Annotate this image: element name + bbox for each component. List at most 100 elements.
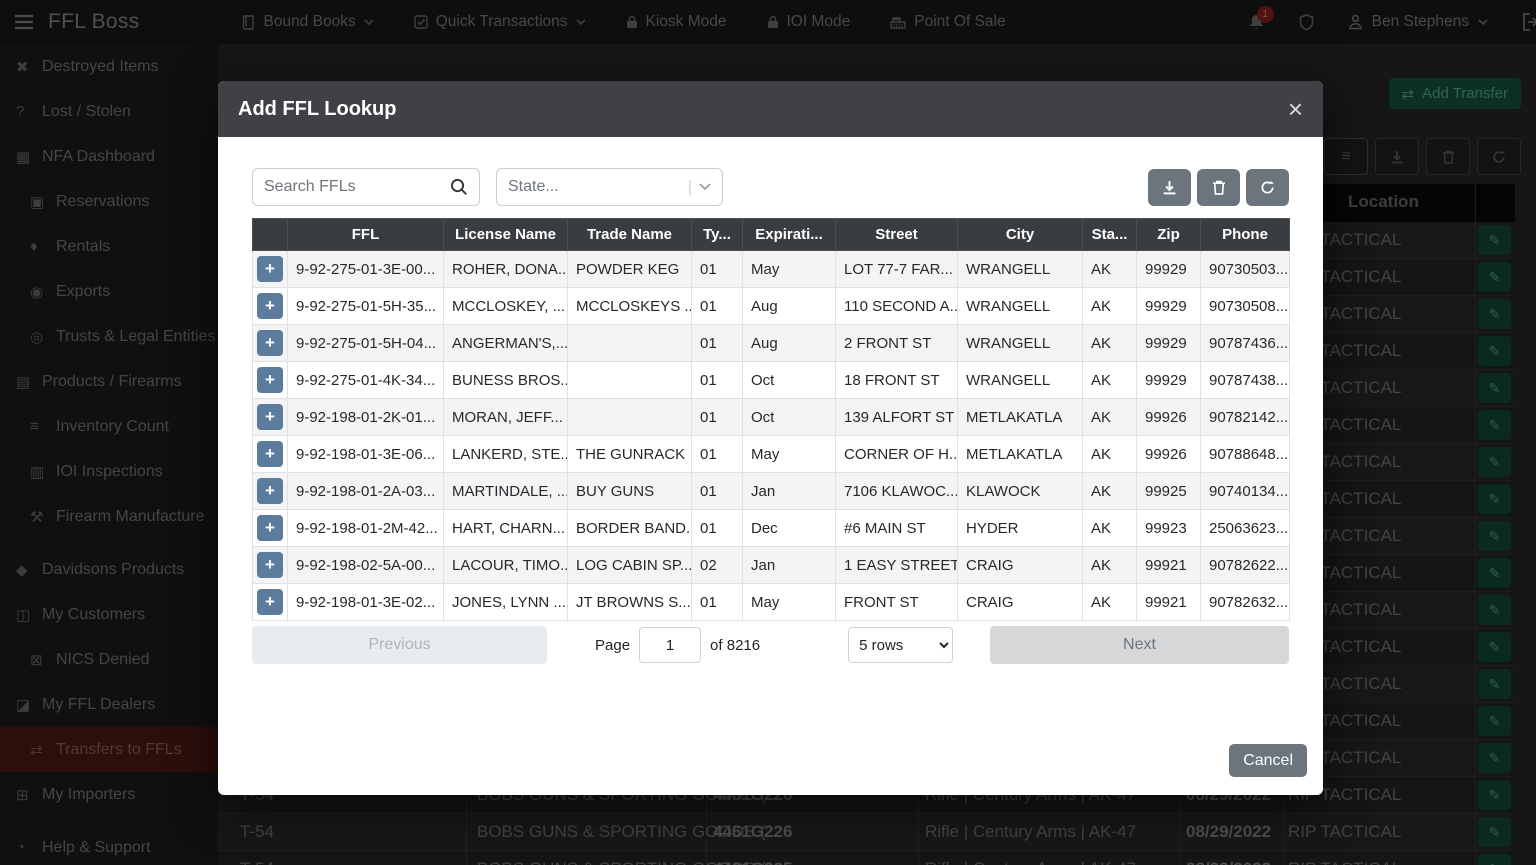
zip-cell: 99929 xyxy=(1136,250,1201,288)
serial-cell: 4461G226 xyxy=(713,822,793,841)
chevron-down-icon xyxy=(364,18,374,26)
sidebar-item-nics-denied: ⊠ NICS Denied xyxy=(0,637,218,682)
zip-cell: 99929 xyxy=(1136,324,1201,362)
edit-pencil-button: ✎ xyxy=(1478,706,1511,736)
page-number-input[interactable] xyxy=(639,627,702,663)
column-header: City xyxy=(957,218,1083,251)
close-icon[interactable]: × xyxy=(1287,94,1303,124)
cancel-button[interactable]: Cancel xyxy=(1229,744,1307,777)
search-input[interactable] xyxy=(264,178,450,196)
street-cell: 110 SECOND A... xyxy=(835,287,958,325)
background-table-row: ✎ T-54 BOBS GUNS & SPORTING GOODS (...4461… xyxy=(218,851,1515,865)
license-cell: LACOUR, TIMO... xyxy=(443,546,568,584)
date-cell: 08/29/2022 xyxy=(1186,822,1272,841)
sidebar-item-label: Transfers to FFLs xyxy=(56,740,182,758)
expiration-cell: Oct xyxy=(742,398,836,436)
license-cell: MCCLOSKEY, ... xyxy=(443,287,568,325)
x-icon: ✖ xyxy=(16,58,29,76)
sidebar-item-label: My Customers xyxy=(42,605,146,623)
add-ffl-button[interactable]: + xyxy=(257,293,283,319)
sidebar-item-firearm-manufacture: ⚒ Firearm Manufacture xyxy=(0,494,218,539)
type-cell: 01 xyxy=(691,250,743,288)
edit-pencil-button: ✎ xyxy=(1478,373,1511,403)
add-ffl-button[interactable]: + xyxy=(257,404,283,430)
sidebar-item-inventory-count: ≡ Inventory Count xyxy=(0,404,218,449)
city-cell: HYDER xyxy=(957,509,1083,547)
trade-cell: BUY GUNS xyxy=(567,472,692,510)
add-ffl-button[interactable]: + xyxy=(257,256,283,282)
delete-button[interactable] xyxy=(1197,168,1240,206)
phone-cell: 90730508... xyxy=(1200,287,1290,325)
add-transfer-button: ⇄ Add Transfer xyxy=(1388,78,1521,109)
rows-per-page-select[interactable]: 5 rows xyxy=(848,627,954,663)
phone-cell: 90730503... xyxy=(1200,250,1290,288)
expiration-cell: Aug xyxy=(742,287,836,325)
sidebar-item-my-customers: ◫ My Customers xyxy=(0,592,218,637)
sign-out-icon xyxy=(1522,13,1536,31)
expiration-cell: Aug xyxy=(742,324,836,362)
sidebar-item-my-importers: ⊞ My Importers xyxy=(0,772,218,817)
edit-pencil-button: ✎ xyxy=(1478,632,1511,662)
sidebar-item-ioi-inspections: ▥ IOI Inspections xyxy=(0,449,218,494)
type-cell: 01 xyxy=(691,435,743,473)
add-ffl-button[interactable]: + xyxy=(257,441,283,467)
state-placeholder: State... xyxy=(508,178,559,195)
trade-cell xyxy=(567,398,692,436)
trade-cell xyxy=(567,361,692,399)
transfer-cell: T-54 xyxy=(240,822,275,841)
ffl-cell: 9-92-198-01-3E-02... xyxy=(287,583,444,621)
expiration-cell: Dec xyxy=(742,509,836,547)
item-cell: Rifle | Century Arms | AK-47 xyxy=(925,822,1137,841)
next-page-button[interactable]: Next xyxy=(990,626,1289,664)
ffl-table-body: +9-92-275-01-3E-00... ROHER, DONA... POWDE… xyxy=(252,250,1290,621)
table-row: +9-92-198-01-2M-42... HART, CHARN... BORDE… xyxy=(252,509,1290,547)
sidebar-item-label: Davidsons Products xyxy=(42,560,185,578)
sidebar-item-products-firearms: ▤ Products / Firearms xyxy=(0,359,218,404)
person-icon xyxy=(1348,14,1363,30)
phone-cell: 90787436... xyxy=(1200,324,1290,362)
page-total-label: of 8216 xyxy=(710,636,761,654)
state-select[interactable]: State... | xyxy=(496,168,723,206)
refresh-button[interactable] xyxy=(1246,168,1289,206)
state-cell: AK xyxy=(1082,287,1137,325)
add-ffl-button[interactable]: + xyxy=(257,552,283,578)
license-cell: MARTINDALE, ... xyxy=(443,472,568,510)
expiration-cell: May xyxy=(742,250,836,288)
sidebar-item-lost-stolen: ? Lost / Stolen xyxy=(0,89,218,134)
modal-controls: State... | xyxy=(252,168,1289,206)
modal-body: State... | xyxy=(218,137,1323,664)
book-icon xyxy=(241,14,255,30)
type-cell: 01 xyxy=(691,287,743,325)
add-ffl-button[interactable]: + xyxy=(257,515,283,541)
license-cell: HART, CHARN... xyxy=(443,509,568,547)
type-cell: 02 xyxy=(691,546,743,584)
city-cell: CRAIG xyxy=(957,546,1083,584)
edit-pencil-button: ✎ xyxy=(1478,521,1511,551)
sidebar-item-help-support: ◔ Help & Support xyxy=(0,825,218,865)
select-divider: | xyxy=(687,177,692,196)
add-ffl-button[interactable]: + xyxy=(257,367,283,393)
phone-cell: 90740134... xyxy=(1200,472,1290,510)
add-ffl-button[interactable]: + xyxy=(257,589,283,615)
add-ffl-button[interactable]: + xyxy=(257,330,283,356)
city-cell: KLAWOCK xyxy=(957,472,1083,510)
dealer-cell: BOBS GUNS & SPORTING GOODS (... xyxy=(477,822,780,841)
add-ffl-button[interactable]: + xyxy=(257,478,283,504)
background-table-row: ✎ T-54 BOBS GUNS & SPORTING GOODS (...4461… xyxy=(218,814,1515,851)
column-header: Trade Name xyxy=(567,218,692,251)
importers-icon: ⊞ xyxy=(16,786,29,804)
page-label: Page xyxy=(595,636,631,654)
ffl-cell: 9-92-275-01-5H-35... xyxy=(287,287,444,325)
zip-cell: 99921 xyxy=(1136,583,1201,621)
download-button[interactable] xyxy=(1148,168,1191,206)
edit-pencil-button: ✎ xyxy=(1478,225,1511,255)
city-cell: WRANGELL xyxy=(957,287,1083,325)
edit-pencil-button: ✎ xyxy=(1478,558,1511,588)
city-cell: WRANGELL xyxy=(957,361,1083,399)
refresh-button xyxy=(1477,138,1521,175)
previous-page-button[interactable]: Previous xyxy=(252,626,547,664)
column-header: Ty... xyxy=(691,218,743,251)
sidebar-item-label: Trusts & Legal Entities xyxy=(56,327,216,345)
sidebar-item-destroyed-items: ✖ Destroyed Items xyxy=(0,44,218,89)
chevron-down-icon xyxy=(575,18,586,26)
